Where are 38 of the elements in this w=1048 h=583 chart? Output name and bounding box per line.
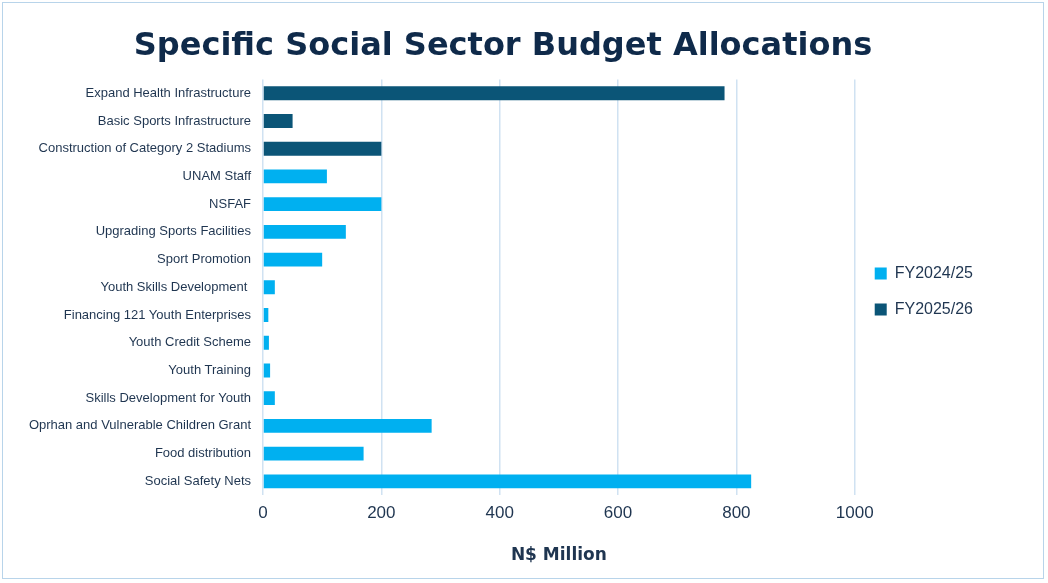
bar (263, 391, 275, 406)
bar (263, 169, 327, 184)
y-tick-label: Sport Promotion (157, 251, 251, 267)
y-tick-label: Youth Credit Scheme (128, 334, 251, 350)
bar (263, 335, 269, 350)
y-tick-label: Upgrading Sports Facilities (95, 223, 252, 239)
x-tick-label: 400 (485, 503, 514, 523)
bar (263, 114, 293, 128)
y-tick-label: Basic Sports Infrastructure (97, 112, 251, 128)
y-tick-label: Oprhan and Vulnerable Children Grant (28, 417, 252, 433)
bar (263, 474, 752, 489)
bar (263, 418, 432, 433)
y-tick-label: Youth Skills Development (100, 278, 251, 294)
y-tick-label: Construction of Category 2 Stadiums (38, 140, 252, 156)
y-tick-label: Social Safety Nets (144, 472, 252, 488)
y-tick-label: Financing 121 Youth Enterprises (63, 306, 252, 322)
x-tick-label: 600 (603, 503, 633, 523)
y-tick-label: NSFAF (209, 195, 252, 211)
legend-label: FY2024/25 (894, 263, 974, 281)
bar (263, 141, 382, 156)
x-tick-label: 1000 (835, 503, 874, 523)
legend-label: FY2025/26 (894, 299, 974, 317)
bar (263, 280, 275, 295)
y-tick-label: Skills Development for Youth (85, 389, 251, 405)
bar (263, 446, 364, 461)
y-tick-label: Youth Training (168, 362, 251, 378)
y-tick-label: UNAM Staff (182, 168, 252, 183)
chart-title: Specific Social Sector Budget Allocations (133, 24, 873, 63)
x-tick-label: 0 (258, 503, 268, 523)
x-tick-label: 200 (367, 503, 396, 523)
x-axis-title: N$ Million (510, 544, 607, 565)
bar (263, 86, 725, 101)
y-tick-label: Food distribution (154, 445, 251, 461)
bar (263, 197, 382, 212)
bar (263, 252, 323, 267)
y-tick-label: Expand Health Infrastructure (85, 84, 251, 100)
bar (263, 224, 346, 239)
x-tick-label: 800 (722, 503, 751, 523)
